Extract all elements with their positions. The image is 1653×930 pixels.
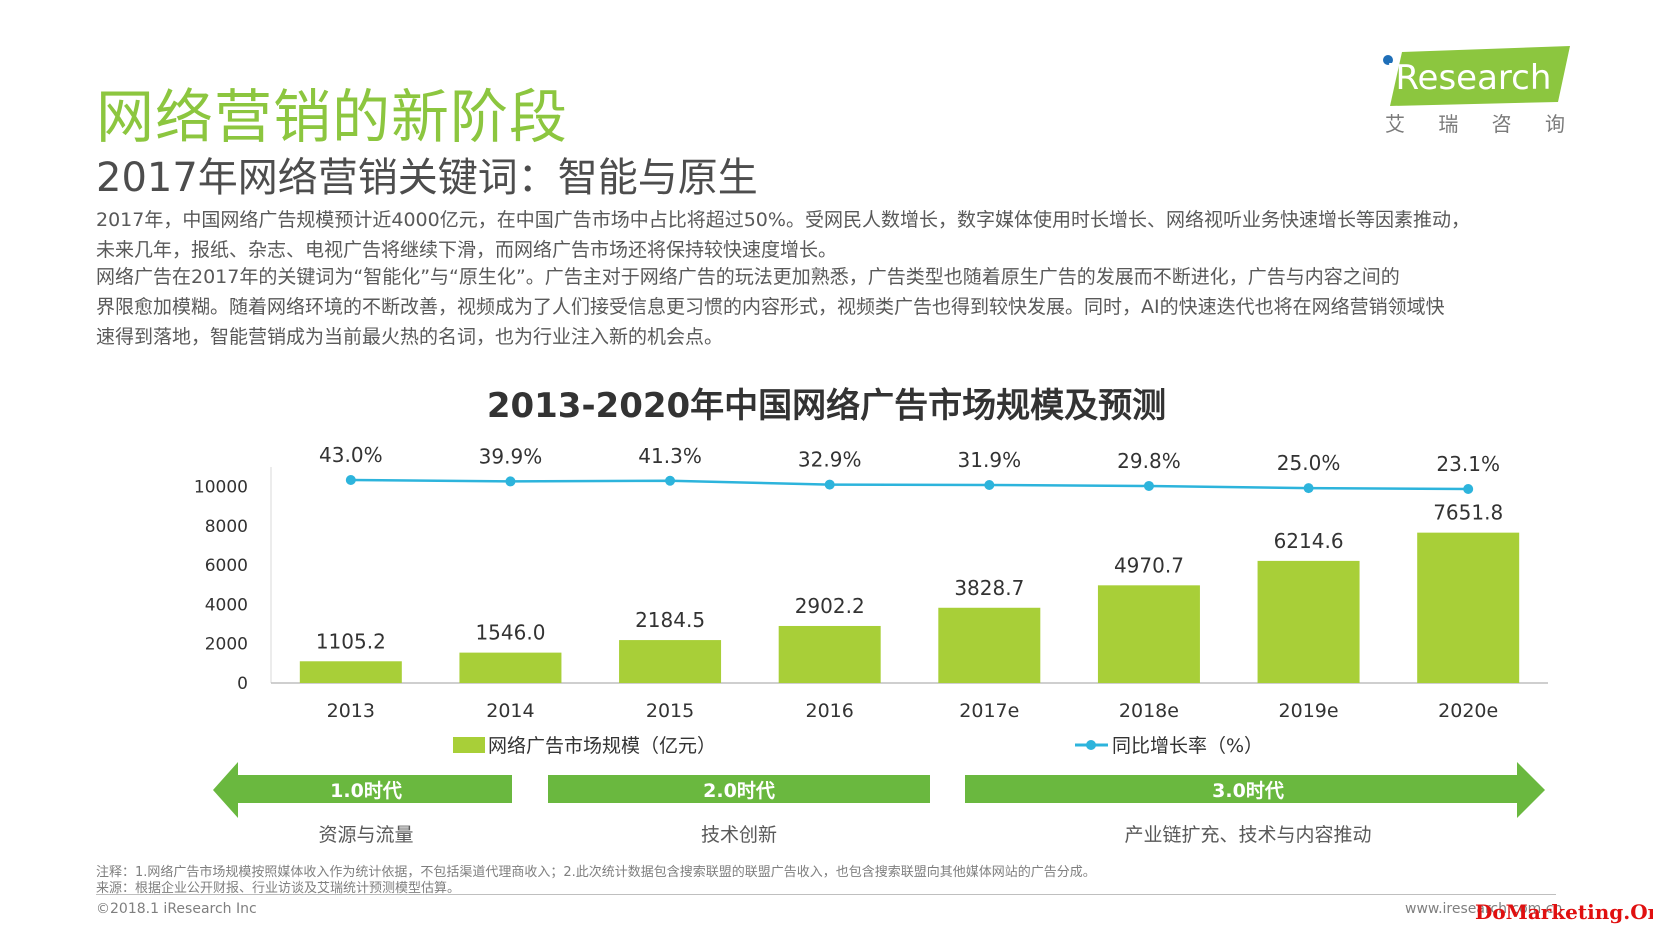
copyright: ©2018.1 iResearch Inc [96,901,257,917]
text-line: 网络广告在2017年的关键词为“智能化”与“原生化”。广告主对于网络广告的玩法更… [96,266,1400,288]
y-tick-label: 2000 [205,635,248,655]
era-3-arrow [965,762,1545,818]
y-tick-label: 4000 [205,595,248,615]
growth-rate-label: 32.9% [798,448,862,472]
growth-rate-label: 25.0% [1277,451,1341,475]
era-1-desc: 资源与流量 [318,824,414,846]
growth-rate-point [345,475,356,485]
intro-paragraph-1: 2017年，中国网络广告规模预计近4000亿元，在中国广告市场中占比将超过50%… [96,205,1586,265]
logo-brand-text: iResearch [1386,58,1551,98]
growth-rate-point [665,475,676,486]
bar [619,640,722,683]
growth-rate-point [1143,480,1154,491]
legend-bar-label: 网络广告市场规模（亿元） [488,735,716,757]
bar-value-label: 1546.0 [475,621,545,645]
growth-rate-line [350,478,1469,491]
chart-title: 2013-2020年中国网络广告市场规模及预测 [486,386,1167,426]
x-tick-label: 2015 [646,700,694,722]
watermark: DoMarketing.Org [1475,900,1653,924]
bar [459,652,562,683]
text-line: 未来几年，报纸、杂志、电视广告将继续下滑，而网络广告市场还将保持较快速度增长。 [96,239,838,261]
x-tick-label: 2017e [959,700,1019,722]
logo-badge: iResearch [1383,46,1570,106]
bar-value-label: 7651.8 [1433,501,1503,525]
x-tick-label: 2014 [486,700,534,722]
growth-rate-label: 29.8% [1117,449,1181,473]
bar [1417,532,1520,683]
logo-char: 艾 [1385,112,1405,136]
bar-value-label: 3828.7 [954,576,1024,600]
iresearch-logo: iResearch [1380,46,1570,112]
legend-bar-swatch [453,737,485,753]
y-tick-label: 0 [237,674,248,694]
bar [778,625,881,683]
intro-paragraph-2: 网络广告在2017年的关键词为“智能化”与“原生化”。广告主对于网络广告的玩法更… [96,262,1586,352]
y-tick-label: 8000 [205,517,248,537]
bar [938,607,1041,683]
text-line: 界限愈加模糊。随着网络环境的不断改善，视频成为了人们接受信息更习惯的内容形式，视… [96,296,1445,318]
era-2-label: 2.0时代 [703,780,775,802]
website-link[interactable]: www.iresearch.com.cn [1405,901,1563,917]
bar [1097,585,1200,683]
x-tick-label: 2019e [1279,700,1339,722]
chart-note: 注释：1.网络广告市场规模按照媒体收入作为统计依据，不包括渠道代理商收入；2.此… [96,865,1096,880]
logo-chinese-name: 艾 瑞 咨 询 [1385,108,1565,137]
page-subtitle: 2017年网络营销关键词：智能与原生 [96,155,758,201]
bar-value-label: 4970.7 [1114,553,1184,577]
logo-char: 咨 [1491,112,1512,136]
x-tick-label: 2018e [1119,700,1179,722]
x-tick-label: 2016 [806,700,854,722]
text-line: 速得到落地，智能营销成为当前最火热的名词，也为行业注入新的机会点。 [96,326,724,348]
bar-value-label: 2902.2 [795,594,865,618]
growth-rate-point [505,476,516,487]
bar-value-label: 1105.2 [316,629,386,653]
growth-rate-label: 23.1% [1436,452,1500,476]
bar [299,661,402,683]
era-1-arrow [213,762,512,818]
text-line: 2017年，中国网络广告规模预计近4000亿元，在中国广告市场中占比将超过50%… [96,209,1470,231]
bar-value-label: 6214.6 [1274,529,1344,553]
growth-rate-point [984,480,995,491]
era-1-label: 1.0时代 [330,780,402,802]
legend-line-marker [1086,740,1096,750]
growth-rate-point [824,479,835,490]
era-3-desc: 产业链扩充、技术与内容推动 [1124,824,1372,846]
growth-rate-label: 43.0% [319,443,383,467]
growth-rate-point [1463,484,1474,494]
x-tick-label: 2020e [1438,700,1498,722]
era-2-desc: 技术创新 [700,824,777,846]
page-title: 网络营销的新阶段 [96,83,569,151]
growth-rate-point [1303,483,1314,494]
y-tick-label: 6000 [205,556,248,576]
bar-value-label: 2184.5 [635,608,705,632]
bar [1257,560,1360,683]
logo-char: 瑞 [1438,112,1459,136]
logo-char: 询 [1544,112,1565,136]
growth-rate-label: 39.9% [479,444,543,468]
y-tick-label: 10000 [194,478,248,498]
era-2-arrow [548,775,930,803]
x-tick-label: 2013 [327,700,375,722]
footer-divider [96,894,1556,895]
legend-line-label: 同比增长率（%） [1112,735,1263,757]
growth-rate-label: 31.9% [958,448,1022,472]
era-3-label: 3.0时代 [1212,780,1284,802]
growth-rate-label: 41.3% [638,444,702,468]
chart-source: 来源：根据企业公开财报、行业访谈及艾瑞统计预测模型估算。 [96,881,461,896]
